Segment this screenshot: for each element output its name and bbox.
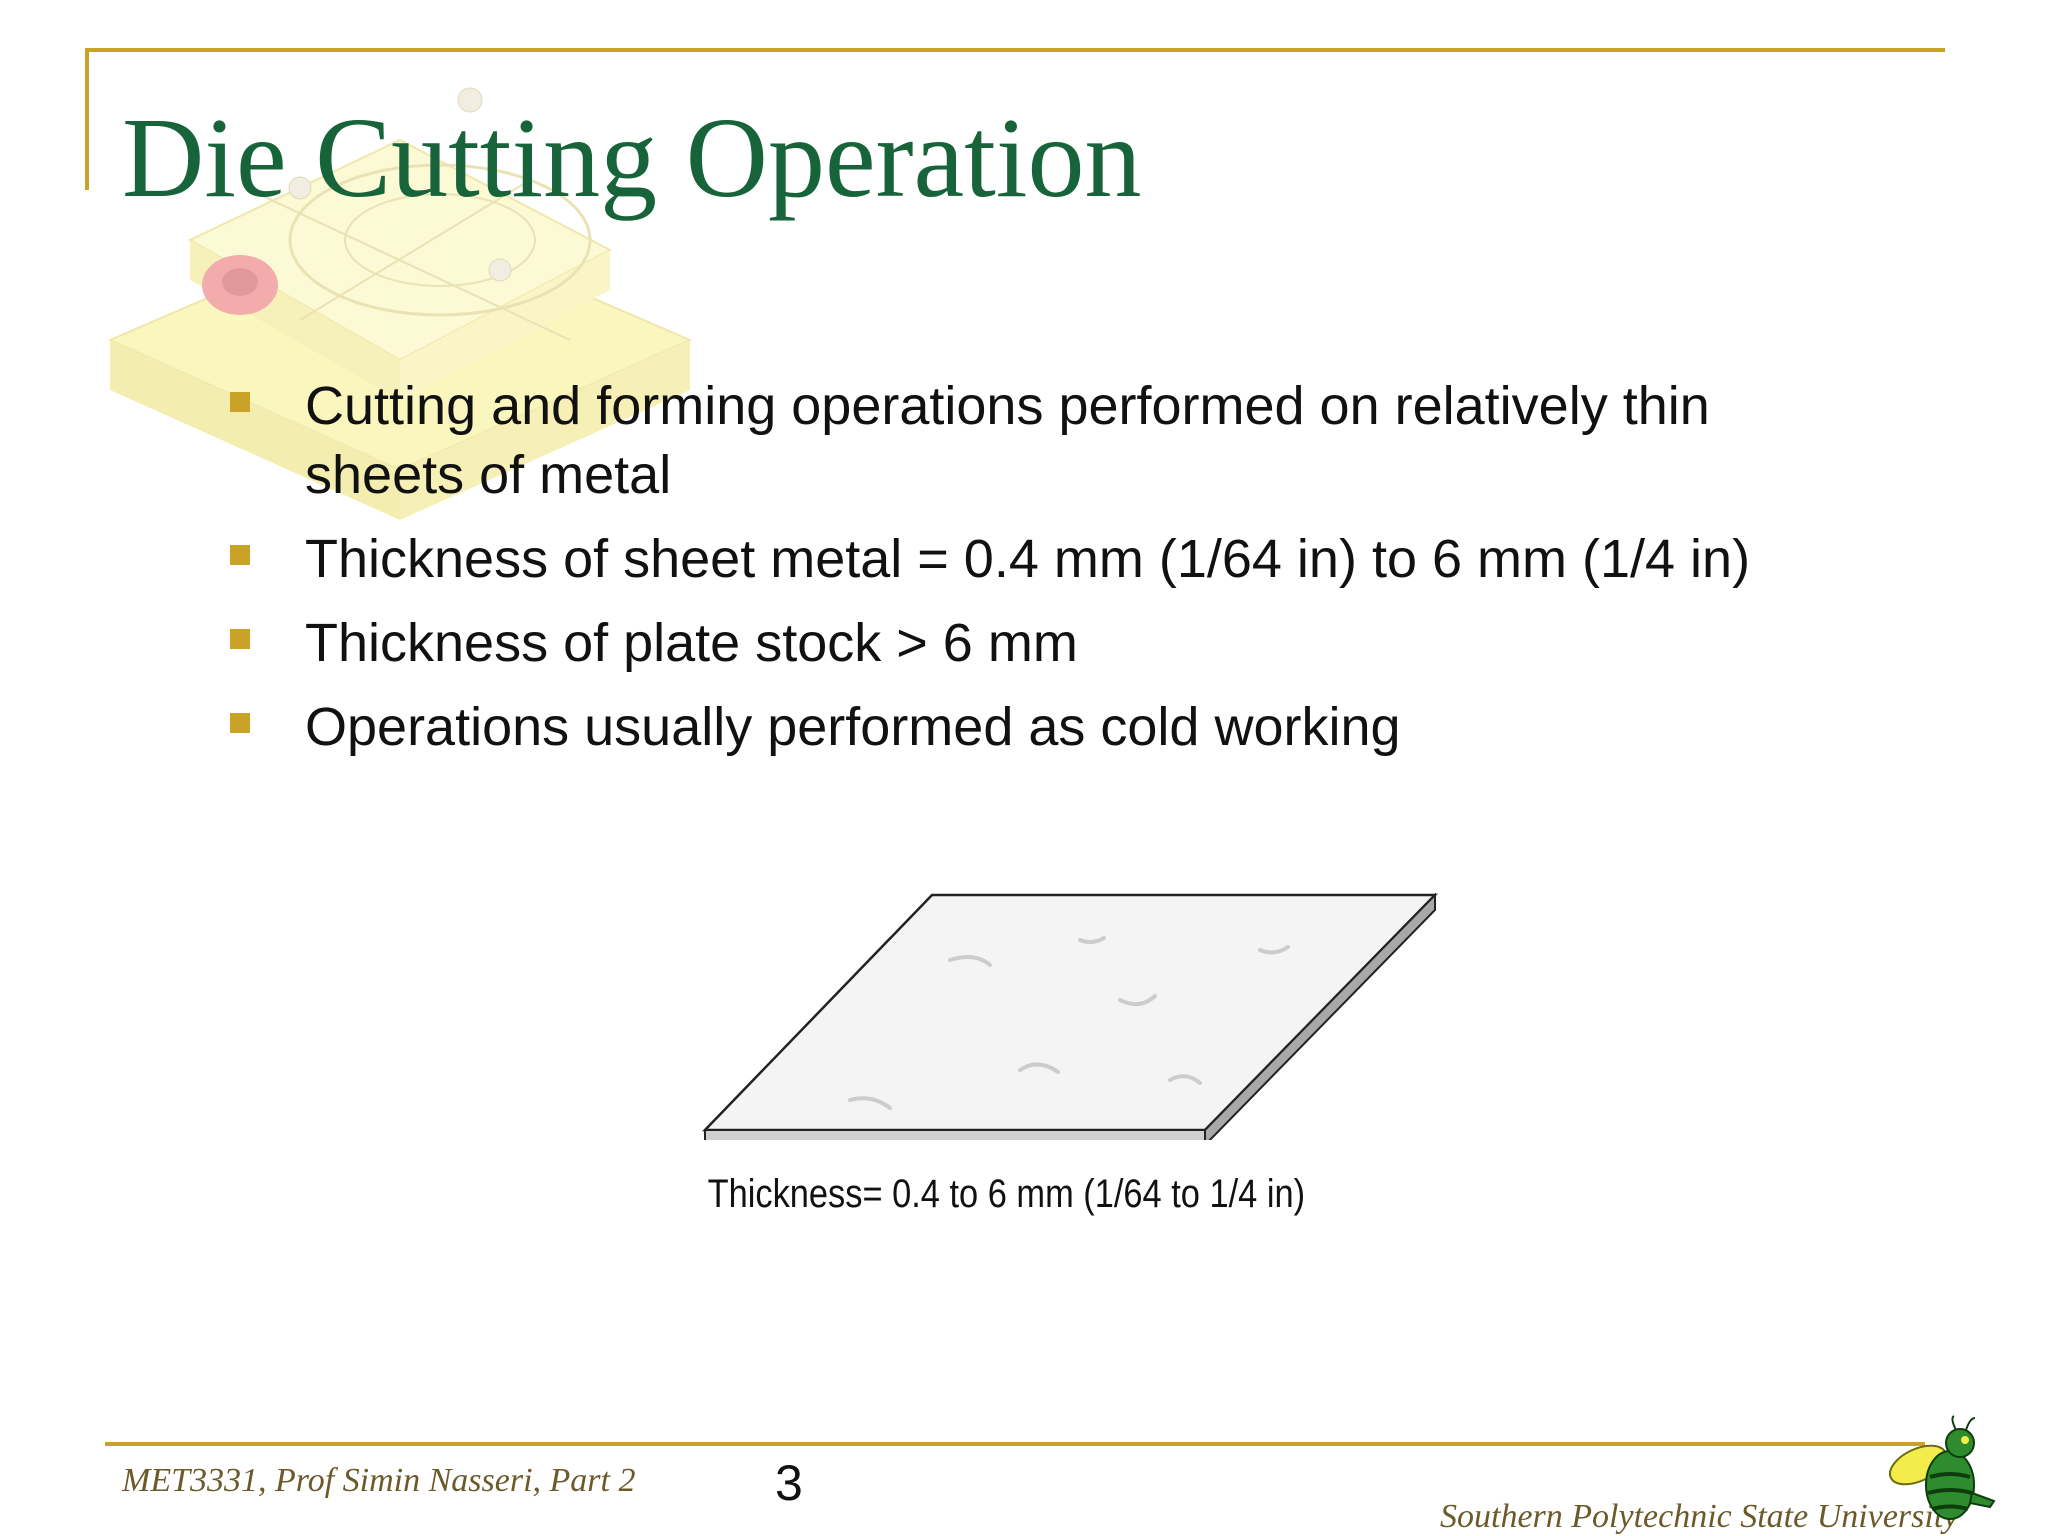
- bullet-text: Thickness of plate stock > 6 mm: [305, 613, 1078, 673]
- bullet-text: Thickness of sheet metal = 0.4 mm (1/64 …: [305, 529, 1751, 589]
- bullet-text: Cutting and forming operations performed…: [305, 376, 1710, 505]
- bullet-item: Cutting and forming operations performed…: [230, 372, 1800, 510]
- square-bullet-icon: [230, 629, 250, 649]
- die-set-watermark-icon: [107, 87, 693, 520]
- bullet-text: Operations usually performed as cold wor…: [305, 697, 1401, 757]
- top-accent-rule: [85, 48, 1945, 52]
- sheet-metal-icon: [702, 892, 1438, 1140]
- square-bullet-icon: [230, 713, 250, 733]
- footer-university: Southern Polytechnic State University: [1440, 1498, 1959, 1535]
- slide-title: Die Cutting Operation: [122, 94, 1142, 221]
- bullet-item: Operations usually performed as cold wor…: [230, 693, 1800, 762]
- page-number: 3: [775, 1455, 803, 1511]
- bottom-accent-rule: [105, 1442, 1925, 1446]
- bullet-item: Thickness of sheet metal = 0.4 mm (1/64 …: [230, 525, 1800, 594]
- yellow-jacket-mascot-icon: [1888, 1415, 1996, 1520]
- square-bullet-icon: [230, 545, 250, 565]
- left-accent-rule: [85, 48, 89, 190]
- figure-caption: Thickness= 0.4 to 6 mm (1/64 to 1/4 in): [707, 1172, 1306, 1216]
- footer-course: MET3331, Prof Simin Nasseri, Part 2: [122, 1462, 636, 1499]
- bullet-list: Cutting and forming operations performed…: [230, 372, 1800, 777]
- square-bullet-icon: [230, 392, 250, 412]
- bullet-item: Thickness of plate stock > 6 mm: [230, 609, 1800, 678]
